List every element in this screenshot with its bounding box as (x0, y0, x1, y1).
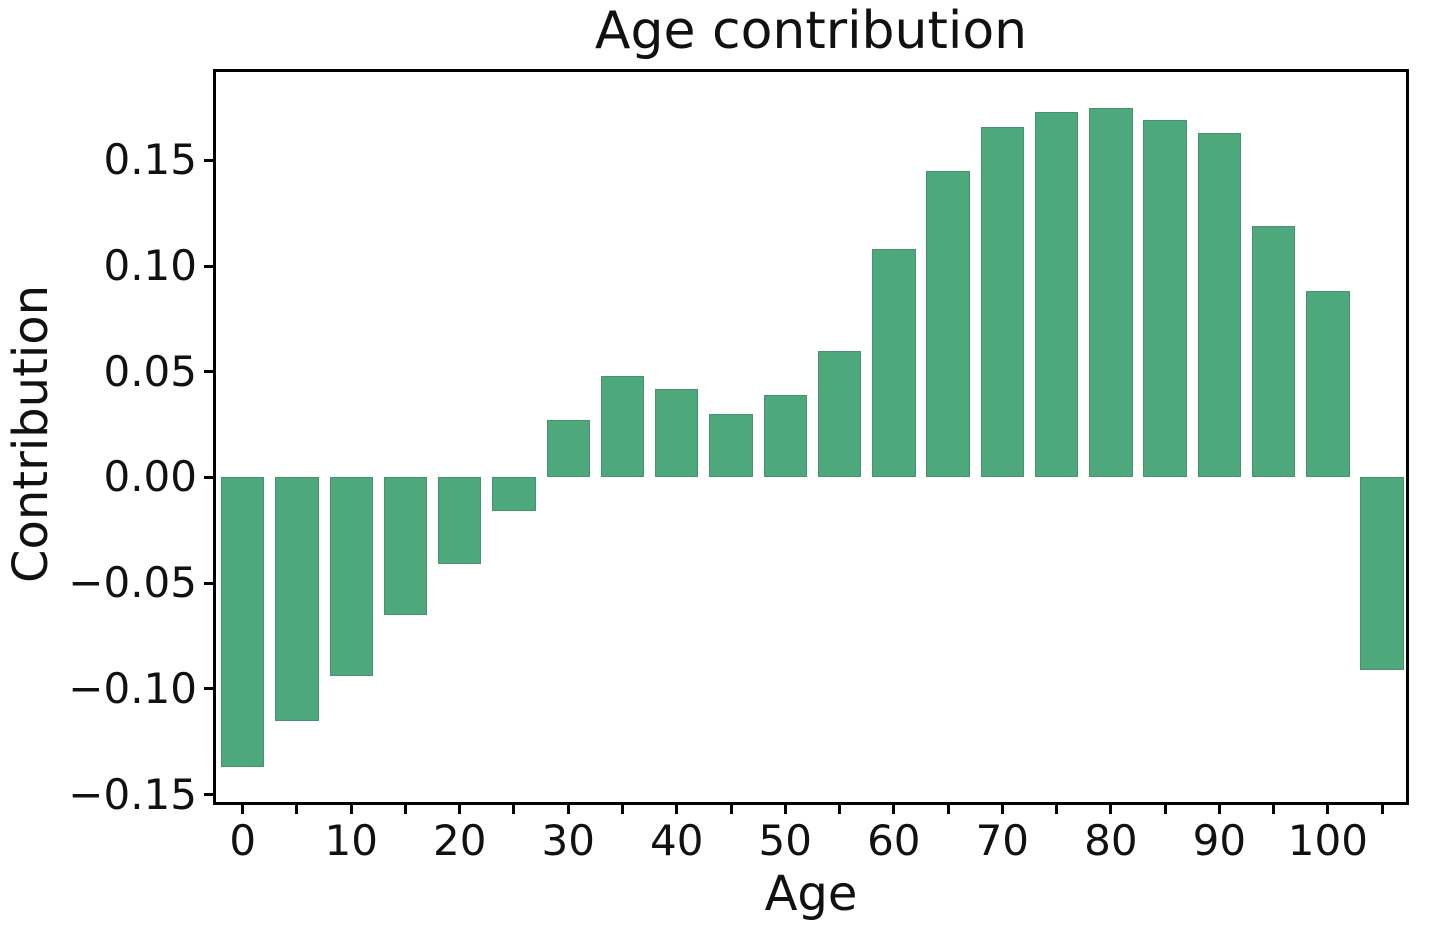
x-tick (729, 805, 733, 814)
x-tick (1380, 805, 1384, 814)
y-tick (204, 687, 213, 691)
y-tick (204, 264, 213, 268)
bar-age-25 (492, 477, 536, 512)
x-tick (1326, 805, 1330, 814)
chart-title: Age contribution (594, 1, 1028, 61)
y-tick (204, 475, 213, 479)
bar-age-90 (1197, 132, 1242, 478)
x-tick (566, 805, 570, 814)
x-tick (1000, 805, 1004, 814)
x-tick-label: 90 (1192, 816, 1247, 865)
x-tick (838, 805, 842, 814)
x-axis-label: Age (764, 866, 858, 922)
bar-age-85 (1143, 120, 1187, 478)
x-tick-label: 70 (975, 816, 1030, 865)
bar-age-65 (926, 170, 970, 478)
x-tick-label: 80 (1084, 816, 1138, 865)
y-tick-label: −0.10 (68, 663, 197, 713)
x-tick-label: 10 (324, 816, 378, 865)
x-tick (458, 805, 462, 814)
bar-age-20 (438, 477, 482, 565)
x-tick-label: 50 (758, 816, 812, 865)
x-tick (512, 805, 516, 814)
y-tick-label: 0.10 (103, 241, 197, 291)
bar-age-70 (980, 126, 1025, 478)
bar-age-100 (1306, 291, 1350, 478)
x-tick (1109, 805, 1113, 814)
x-tick-label: 30 (541, 816, 595, 865)
plot-area (216, 72, 1406, 802)
y-tick (204, 793, 213, 797)
bar-age-75 (1034, 111, 1079, 478)
bar-age-50 (763, 395, 807, 478)
bar-age-95 (1251, 225, 1296, 478)
bar-age-105 (1360, 477, 1404, 670)
y-axis-label: Contribution (3, 284, 59, 584)
x-tick (295, 805, 299, 814)
bar-age-80 (1089, 107, 1133, 478)
bar-age-60 (872, 249, 916, 478)
y-tick (204, 158, 213, 162)
x-tick (783, 805, 787, 814)
bar-age-10 (329, 477, 373, 677)
y-tick-label: −0.15 (68, 769, 197, 819)
bar-age-5 (275, 477, 319, 721)
x-tick (946, 805, 950, 814)
y-tick (204, 581, 213, 585)
y-tick-label: 0.00 (103, 452, 197, 502)
bar-age-40 (655, 388, 699, 478)
x-tick (349, 805, 353, 814)
bar-age-15 (383, 477, 428, 615)
x-tick (892, 805, 896, 814)
x-tick-label: 100 (1287, 816, 1368, 865)
bar-age-55 (817, 350, 862, 478)
x-tick-label: 20 (432, 816, 487, 865)
x-tick-label: 60 (867, 816, 921, 865)
bar-age-35 (600, 376, 645, 478)
x-tick (241, 805, 245, 814)
x-tick (1272, 805, 1276, 814)
x-tick (621, 805, 624, 814)
y-tick-label: 0.05 (103, 346, 197, 396)
x-tick-label: 0 (229, 816, 257, 865)
y-tick-label: −0.05 (68, 558, 197, 608)
y-tick (204, 370, 213, 374)
x-tick (675, 805, 679, 814)
bar-age-45 (709, 414, 753, 478)
y-tick-label: 0.15 (103, 135, 197, 185)
bar-age-0 (220, 477, 265, 768)
x-tick-label: 40 (650, 816, 704, 865)
bar-age-30 (546, 420, 590, 478)
x-tick (1055, 805, 1059, 814)
x-tick (1217, 805, 1221, 814)
x-tick (403, 805, 407, 814)
x-tick (1163, 805, 1167, 814)
